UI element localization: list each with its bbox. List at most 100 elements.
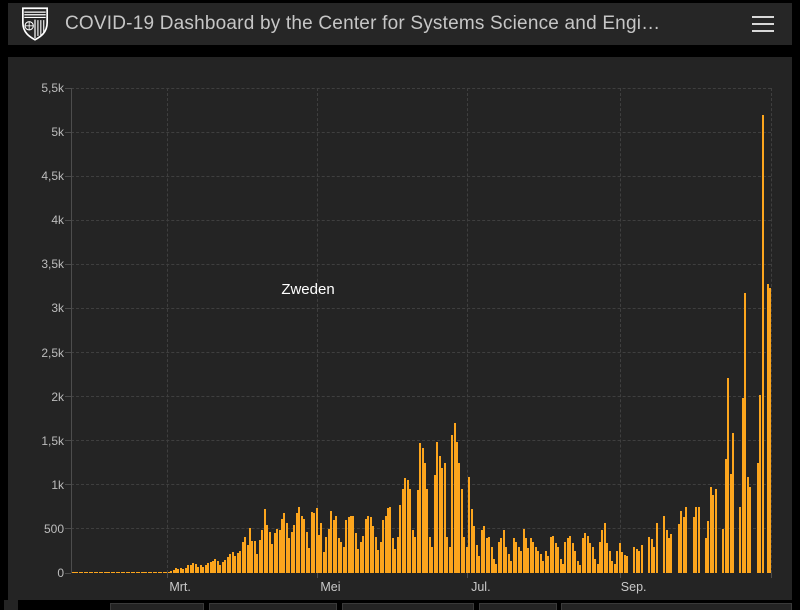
bar[interactable] <box>695 507 698 573</box>
bar[interactable] <box>273 532 276 573</box>
bar[interactable] <box>443 463 446 573</box>
bar[interactable] <box>470 509 473 573</box>
bar[interactable] <box>300 516 303 573</box>
bar[interactable] <box>340 542 343 573</box>
bar[interactable] <box>598 541 601 573</box>
bar[interactable] <box>253 540 256 573</box>
bar[interactable] <box>241 541 244 573</box>
bar[interactable] <box>520 550 523 573</box>
bar[interactable] <box>278 530 281 573</box>
bar[interactable] <box>495 563 498 573</box>
bar[interactable] <box>663 515 666 573</box>
bar[interactable] <box>256 553 259 573</box>
bar[interactable] <box>438 456 441 573</box>
bar[interactable] <box>525 537 528 573</box>
bar[interactable] <box>502 530 505 573</box>
bar[interactable] <box>544 550 547 573</box>
bar[interactable] <box>547 555 550 573</box>
bar[interactable] <box>492 558 495 573</box>
bar[interactable] <box>594 558 597 573</box>
bar[interactable] <box>456 442 458 573</box>
bar[interactable] <box>574 550 577 573</box>
bar[interactable] <box>564 541 567 573</box>
bar[interactable] <box>677 524 680 573</box>
bar[interactable] <box>372 525 375 573</box>
bar[interactable] <box>295 512 298 573</box>
bar[interactable] <box>175 568 178 573</box>
bar[interactable] <box>414 537 417 573</box>
bar[interactable] <box>554 542 557 573</box>
bar[interactable] <box>142 572 145 573</box>
bar[interactable] <box>527 547 530 573</box>
bar[interactable] <box>601 530 604 573</box>
bar[interactable] <box>177 569 180 573</box>
bar[interactable] <box>374 537 377 573</box>
bar[interactable] <box>633 546 636 573</box>
panel-stub[interactable] <box>342 603 474 610</box>
bar[interactable] <box>246 545 249 573</box>
bar[interactable] <box>741 398 744 573</box>
bar[interactable] <box>128 572 131 573</box>
bar[interactable] <box>404 477 407 573</box>
bar[interactable] <box>335 516 338 573</box>
bar[interactable] <box>396 537 399 573</box>
bar[interactable] <box>744 292 747 573</box>
bar[interactable] <box>125 572 128 573</box>
bar[interactable] <box>394 549 397 573</box>
bar[interactable] <box>409 489 412 573</box>
bar[interactable] <box>258 539 261 573</box>
bar[interactable] <box>276 529 279 573</box>
bar[interactable] <box>423 463 426 573</box>
bar[interactable] <box>463 537 466 573</box>
bar[interactable] <box>488 536 491 573</box>
bar[interactable] <box>655 523 658 573</box>
bar[interactable] <box>500 537 503 573</box>
bar[interactable] <box>182 568 185 573</box>
bar[interactable] <box>411 530 414 573</box>
bar[interactable] <box>211 560 214 573</box>
bar[interactable] <box>76 572 79 573</box>
bar[interactable] <box>697 506 700 573</box>
bar[interactable] <box>732 432 735 573</box>
bar[interactable] <box>187 565 190 573</box>
bar[interactable] <box>199 564 202 573</box>
bar[interactable] <box>458 463 461 573</box>
bar[interactable] <box>342 547 345 573</box>
bar[interactable] <box>426 489 429 573</box>
bar[interactable] <box>332 519 335 573</box>
bar[interactable] <box>130 572 133 573</box>
bar[interactable] <box>325 537 328 573</box>
bar[interactable] <box>522 529 525 573</box>
bar[interactable] <box>224 559 227 573</box>
bar[interactable] <box>722 529 725 573</box>
bar[interactable] <box>596 563 599 573</box>
bar[interactable] <box>367 515 370 573</box>
bar[interactable] <box>266 525 269 573</box>
bar[interactable] <box>769 288 772 573</box>
bar[interactable] <box>759 394 762 573</box>
bar[interactable] <box>419 443 422 573</box>
bar[interactable] <box>384 515 387 573</box>
bar[interactable] <box>586 535 589 573</box>
bar[interactable] <box>261 530 264 573</box>
bar[interactable] <box>345 519 348 573</box>
bar[interactable] <box>263 509 266 573</box>
bar[interactable] <box>638 551 641 573</box>
bar[interactable] <box>756 463 759 573</box>
bar[interactable] <box>552 535 555 573</box>
bar[interactable] <box>571 542 574 573</box>
bar[interactable] <box>359 542 362 573</box>
bar[interactable] <box>512 537 515 573</box>
bar[interactable] <box>192 563 195 573</box>
bar[interactable] <box>389 506 392 573</box>
bar[interactable] <box>640 545 643 573</box>
bar[interactable] <box>167 571 170 573</box>
bar[interactable] <box>667 538 670 573</box>
bar[interactable] <box>303 519 306 573</box>
bar[interactable] <box>421 448 424 573</box>
bar[interactable] <box>465 547 468 573</box>
bar[interactable] <box>207 562 210 573</box>
bar[interactable] <box>91 572 94 573</box>
bar[interactable] <box>170 571 173 573</box>
bar[interactable] <box>729 474 732 573</box>
